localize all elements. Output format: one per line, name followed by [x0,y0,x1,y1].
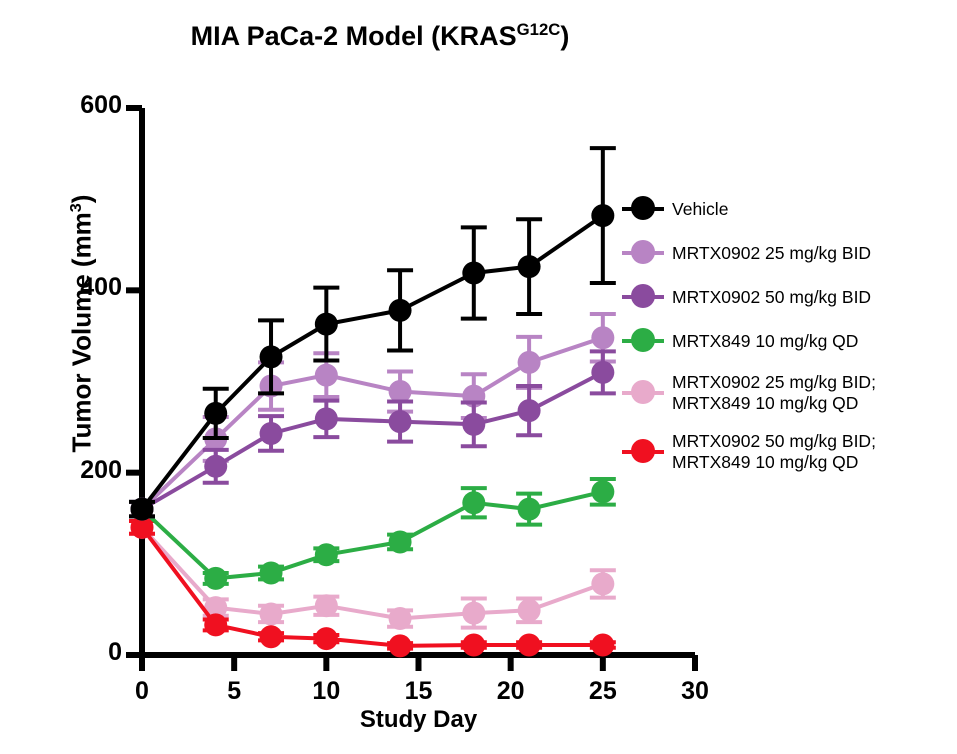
data-point [259,561,283,585]
axis-layer [126,105,698,671]
legend-marker-icon [622,240,664,266]
data-point [388,607,412,631]
x-axis-tick-label: 20 [496,677,525,705]
x-axis-tick-label: 30 [681,677,709,705]
data-point [517,633,541,657]
legend-item[interactable]: MRTX0902 50 mg/kg BID [622,284,957,310]
legend-marker-icon [622,284,664,310]
series-3 [129,477,616,590]
y-axis-title-tail: ) [66,194,97,204]
legend-dot [631,240,655,264]
legend-marker-icon [622,438,664,465]
data-point [204,566,228,590]
legend-item[interactable]: Vehicle [622,196,957,222]
data-point [130,515,154,539]
data-point [259,625,283,649]
data-point [314,543,338,567]
legend-marker-icon [622,196,664,222]
data-point [462,601,486,625]
y-axis-tick-label: 200 [80,455,122,484]
series-5 [129,515,616,658]
x-axis-title: Study Day [359,706,478,733]
data-point [204,596,228,620]
data-point [462,261,486,285]
legend-item[interactable]: MRTX0902 25 mg/kg BID; MRTX849 10 mg/kg … [622,372,957,413]
y-axis-tick-label: 600 [80,91,122,119]
data-point [591,204,615,228]
legend-dot [631,379,655,404]
data-point [517,399,541,423]
data-point [314,312,338,336]
x-axis-tick-label: 5 [227,677,242,705]
data-point [517,255,541,279]
x-axis-ticks [139,655,698,671]
chart-title-tail: ) [560,21,570,51]
legend-marker-icon [622,379,664,406]
series-1 [129,312,616,521]
data-point [314,363,338,387]
data-point [517,350,541,374]
data-point [388,634,412,658]
data-point [314,407,338,431]
legend-dot [631,438,655,463]
legend-dot [631,328,655,352]
data-point [130,497,154,521]
x-axis-tick-label: 25 [588,677,617,705]
x-axis-tick-label: 10 [312,677,341,705]
y-axis-title-main: Tumor Volume (mm [66,212,97,453]
series-0 [129,146,616,521]
chart-legend: Vehicle MRTX0902 25 mg/kg BID MRTX0902 50 … [622,196,957,491]
legend-item-label: MRTX0902 50 mg/kg BID [672,286,872,307]
legend-item[interactable]: MRTX849 10 mg/kg QD [622,328,957,354]
data-point [314,594,338,618]
legend-item-label: MRTX0902 50 mg/kg BID; MRTX849 10 mg/kg … [672,431,876,472]
legend-item[interactable]: MRTX0902 25 mg/kg BID [622,240,957,266]
legend-dot [631,196,655,220]
data-point [388,410,412,434]
data-point [462,491,486,515]
data-point [388,298,412,322]
legend-item-label: Vehicle [672,198,729,219]
y-axis-tick-label: 400 [80,273,122,302]
data-point [204,401,228,425]
chart-title: MIA PaCa-2 Model (KRASG12C) [0,20,760,52]
data-point [314,627,338,651]
legend-item-label: MRTX0902 25 mg/kg BID [672,242,872,263]
y-axis-title-superscript: 3 [66,203,85,213]
data-series-layer [129,146,616,658]
data-point [259,602,283,626]
data-point [591,572,615,596]
legend-marker-icon [622,328,664,354]
data-point [591,633,615,657]
data-point [259,345,283,369]
x-axis-tick-label: 0 [135,677,149,705]
legend-item-label: MRTX0902 25 mg/kg BID; MRTX849 10 mg/kg … [672,372,876,413]
data-point [462,633,486,657]
data-point [462,412,486,436]
series-4 [129,515,616,631]
data-point [204,454,228,478]
legend-dot [631,284,655,308]
y-axis-tick-label: 0 [108,638,122,666]
data-point [591,326,615,350]
y-axis-title: Tumor Volume (mm3) [67,164,98,484]
data-point [388,380,412,404]
x-axis-tick-label: 15 [404,677,433,705]
data-point [517,497,541,521]
series-2 [129,349,616,521]
legend-item-label: MRTX849 10 mg/kg QD [672,330,859,351]
data-point [259,421,283,445]
data-point [388,530,412,554]
legend-item[interactable]: MRTX0902 50 mg/kg BID; MRTX849 10 mg/kg … [622,431,957,472]
data-point [591,480,615,504]
data-point [204,613,228,637]
data-point [591,360,615,384]
chart-title-main: MIA PaCa-2 Model (KRAS [190,21,517,51]
chart-title-superscript: G12C [516,20,561,39]
data-point [517,598,541,622]
